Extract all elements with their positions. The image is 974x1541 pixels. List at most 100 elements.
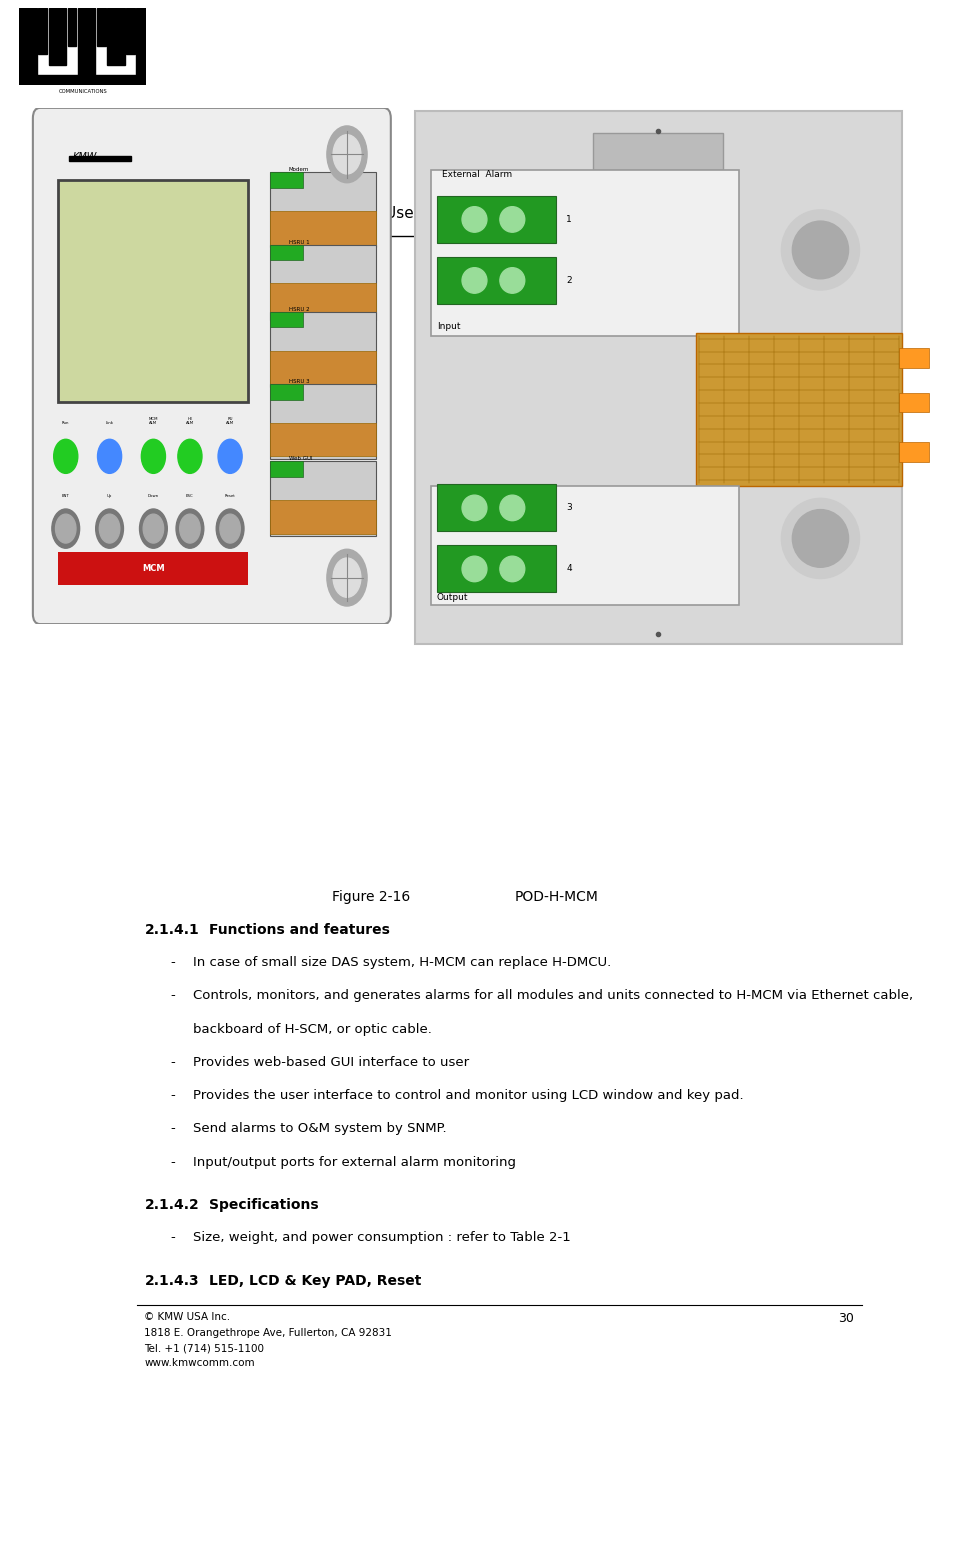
Text: 2.1.4.2: 2.1.4.2 bbox=[144, 1199, 199, 1213]
Text: Link: Link bbox=[105, 421, 114, 425]
Bar bbox=[270, 311, 303, 327]
Text: LED, LCD & Key PAD, Reset: LED, LCD & Key PAD, Reset bbox=[208, 1274, 421, 1288]
Text: 1: 1 bbox=[567, 214, 572, 223]
Text: KMW: KMW bbox=[73, 151, 97, 162]
Bar bbox=[270, 173, 303, 188]
Bar bbox=[270, 350, 376, 384]
Bar bbox=[899, 442, 928, 462]
Text: Send alarms to O&M system by SNMP.: Send alarms to O&M system by SNMP. bbox=[194, 1122, 447, 1136]
Circle shape bbox=[216, 509, 244, 549]
Text: 1818 E. Orangethrope Ave, Fullerton, CA 92831: 1818 E. Orangethrope Ave, Fullerton, CA … bbox=[144, 1328, 393, 1338]
Bar bbox=[107, 8, 125, 66]
Text: -: - bbox=[170, 1156, 175, 1168]
Bar bbox=[270, 501, 376, 533]
Circle shape bbox=[500, 495, 525, 521]
Circle shape bbox=[500, 556, 525, 581]
Bar bbox=[270, 245, 303, 260]
Text: Revision: 0.9: Revision: 0.9 bbox=[756, 206, 854, 222]
Bar bbox=[899, 348, 928, 368]
Bar bbox=[78, 8, 95, 77]
Bar bbox=[58, 552, 248, 586]
Text: 30: 30 bbox=[838, 1311, 854, 1325]
Text: HSRU 3: HSRU 3 bbox=[288, 379, 309, 384]
Text: 4: 4 bbox=[567, 564, 572, 573]
Text: POD-H-MCM: POD-H-MCM bbox=[514, 889, 598, 903]
Circle shape bbox=[54, 439, 78, 473]
Bar bbox=[270, 284, 376, 317]
Text: Up: Up bbox=[107, 493, 112, 498]
Text: Specifications: Specifications bbox=[208, 1199, 318, 1213]
Bar bbox=[270, 245, 376, 319]
Bar bbox=[136, 8, 154, 77]
Text: -: - bbox=[170, 1231, 175, 1245]
Bar bbox=[69, 156, 131, 160]
Text: MCM
ALM: MCM ALM bbox=[149, 416, 158, 425]
Circle shape bbox=[500, 206, 525, 233]
Circle shape bbox=[327, 549, 367, 606]
Text: Functions and features: Functions and features bbox=[208, 923, 390, 937]
Text: External  Alarm: External Alarm bbox=[442, 170, 512, 179]
Text: Input/output ports for external alarm monitoring: Input/output ports for external alarm mo… bbox=[194, 1156, 516, 1168]
Bar bbox=[696, 333, 902, 485]
Circle shape bbox=[97, 439, 122, 473]
Text: -: - bbox=[170, 1122, 175, 1136]
Text: Figure 2-16: Figure 2-16 bbox=[332, 889, 410, 903]
Text: -: - bbox=[170, 955, 175, 969]
Circle shape bbox=[139, 509, 168, 549]
Bar bbox=[431, 485, 739, 606]
Bar bbox=[270, 384, 376, 459]
Circle shape bbox=[462, 495, 487, 521]
Text: Web GUI: Web GUI bbox=[288, 456, 313, 461]
Text: Output: Output bbox=[436, 593, 468, 603]
Text: User Manual for POD Systems: User Manual for POD Systems bbox=[385, 206, 614, 222]
Bar bbox=[270, 461, 376, 536]
Text: © KMW USA Inc.: © KMW USA Inc. bbox=[144, 1311, 231, 1322]
Text: ENT: ENT bbox=[62, 493, 69, 498]
Text: 2.1.4.3: 2.1.4.3 bbox=[144, 1274, 199, 1288]
Bar bbox=[270, 173, 376, 247]
Bar bbox=[58, 180, 248, 402]
Circle shape bbox=[462, 556, 487, 581]
Text: HSRU 1: HSRU 1 bbox=[288, 240, 309, 245]
Text: HSRU 2: HSRU 2 bbox=[288, 307, 309, 311]
Circle shape bbox=[176, 509, 204, 549]
Circle shape bbox=[327, 126, 367, 183]
Bar bbox=[49, 8, 66, 66]
Text: backboard of H-SCM, or optic cable.: backboard of H-SCM, or optic cable. bbox=[194, 1023, 432, 1036]
Circle shape bbox=[462, 268, 487, 293]
Text: ESC: ESC bbox=[186, 493, 194, 498]
Text: Tel. +1 (714) 515-1100: Tel. +1 (714) 515-1100 bbox=[144, 1344, 264, 1353]
Circle shape bbox=[143, 515, 164, 542]
Bar bbox=[19, 8, 37, 77]
Text: Run: Run bbox=[62, 421, 69, 425]
Circle shape bbox=[56, 515, 76, 542]
Text: www.kmwcomm.com: www.kmwcomm.com bbox=[144, 1359, 255, 1368]
Bar bbox=[270, 422, 376, 456]
Circle shape bbox=[179, 515, 201, 542]
Text: 2: 2 bbox=[567, 276, 572, 285]
Circle shape bbox=[781, 498, 859, 578]
Bar bbox=[270, 461, 303, 478]
Bar bbox=[19, 76, 154, 85]
Text: Modem: Modem bbox=[288, 168, 309, 173]
Circle shape bbox=[781, 210, 859, 290]
Text: -: - bbox=[170, 989, 175, 1002]
Circle shape bbox=[141, 439, 166, 473]
Text: RU
ALM: RU ALM bbox=[226, 416, 234, 425]
Circle shape bbox=[99, 515, 120, 542]
Circle shape bbox=[95, 509, 124, 549]
Bar bbox=[39, 8, 48, 54]
Bar bbox=[270, 384, 303, 399]
Text: COMMUNICATIONS: COMMUNICATIONS bbox=[58, 89, 107, 94]
Bar bbox=[270, 211, 376, 245]
Text: -: - bbox=[170, 1089, 175, 1102]
Bar bbox=[899, 393, 928, 413]
Bar bbox=[436, 484, 555, 532]
Bar bbox=[436, 546, 555, 592]
Bar bbox=[436, 257, 555, 304]
Text: In case of small size DAS system, H-MCM can replace H-DMCU.: In case of small size DAS system, H-MCM … bbox=[194, 955, 612, 969]
Circle shape bbox=[792, 220, 848, 279]
Text: Provides the user interface to control and monitor using LCD window and key pad.: Provides the user interface to control a… bbox=[194, 1089, 744, 1102]
Circle shape bbox=[220, 515, 241, 542]
Circle shape bbox=[333, 134, 360, 174]
